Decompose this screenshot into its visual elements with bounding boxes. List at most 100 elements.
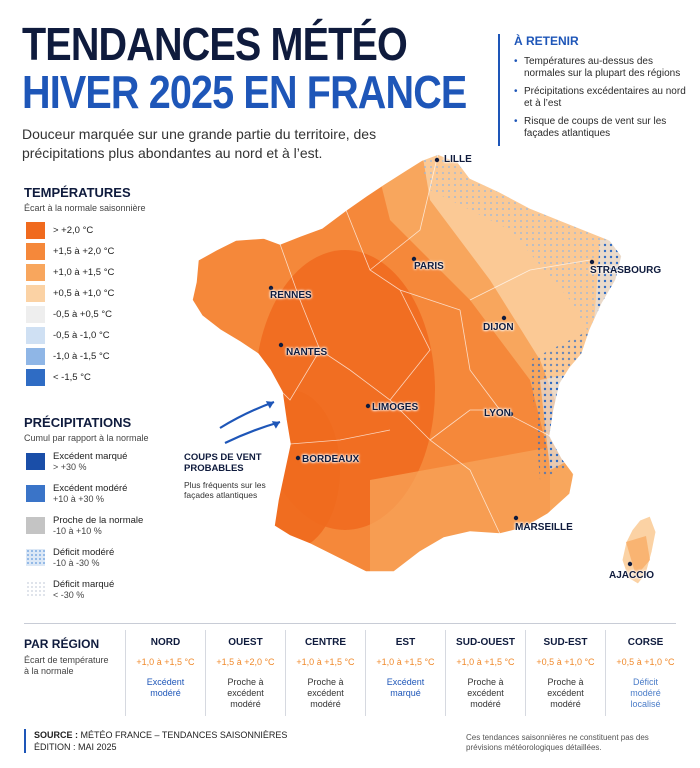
city-label-marseille: MARSEILLE — [515, 522, 573, 533]
legend-range: +10 à +30 % — [53, 494, 105, 504]
key-point-item: Risque de coups de vent sur les façades … — [514, 116, 688, 140]
city-dot-paris — [411, 256, 417, 262]
legend-label: > +2,0 °C — [53, 225, 94, 236]
mainland-france — [192, 154, 622, 572]
region-name: NORD — [150, 637, 181, 648]
section-divider — [24, 623, 676, 624]
legend-label: -0,5 à -1,0 °C — [53, 330, 110, 341]
city-label-nantes: NANTES — [286, 347, 328, 358]
key-point-item: Précipitations excédentaires au nord et … — [514, 86, 688, 110]
region-column-sud-est: SUD-EST +0,5 à +1,0 °C Proche à excédent m… — [525, 630, 605, 716]
legend-swatch — [26, 222, 45, 239]
legend-swatch — [26, 243, 45, 260]
region-precipitation: Déficit modéré localisé — [630, 677, 661, 709]
regions-subtitle: Écart de température à la normale — [24, 655, 109, 676]
city-label-ajaccio: AJACCIO — [609, 570, 655, 581]
city-label-limoges: LIMOGES — [372, 402, 419, 413]
region-name: CENTRE — [304, 637, 347, 648]
city-dot-strasbourg — [589, 259, 595, 265]
region-temperature: +1,0 à +1,5 °C — [136, 657, 195, 667]
region-precipitation: Proche à excédent modéré — [307, 677, 344, 709]
city-label-strasbourg: STRASBOURG — [590, 265, 662, 276]
city-dot-dijon — [501, 315, 507, 321]
legend-label: -0,5 à +0,5 °C — [53, 309, 112, 320]
temperature-legend-item: -0,5 à -1,0 °C — [26, 327, 110, 344]
region-name: SUD-OUEST — [456, 637, 515, 648]
page-subtitle: Douceur marquée sur une grande partie du… — [22, 126, 377, 161]
region-name: OUEST — [228, 637, 263, 648]
temperature-legend-item: -0,5 à +0,5 °C — [26, 306, 112, 323]
legend-swatch — [26, 517, 45, 534]
legend-swatch — [26, 264, 45, 281]
region-precipitation: Excédent modéré — [146, 677, 185, 698]
region-column-ouest: OUEST +1,5 à +2,0 °C Proche à excédent mod… — [205, 630, 285, 716]
city-dot-nantes — [278, 342, 284, 348]
region-temperature: +1,0 à +1,5 °C — [296, 657, 355, 667]
title-line-1: TENDANCES MÉTÉO — [22, 18, 408, 70]
regions-title: PAR RÉGION — [24, 637, 100, 651]
region-precipitation: Proche à excédent modéré — [227, 677, 264, 709]
disclaimer: Ces tendances saisonnières ne constituen… — [466, 733, 649, 752]
city-dot-lyon — [508, 411, 514, 417]
city-dot-bordeaux — [295, 455, 301, 461]
city-dot-marseille — [513, 515, 519, 521]
region-name: CORSE — [627, 637, 664, 648]
legend-range: < -30 % — [53, 590, 85, 600]
wind-annotation-subtitle: Plus fréquents sur les façades atlantiqu… — [184, 480, 266, 500]
legend-label: < -1,5 °C — [53, 372, 91, 383]
city-label-bordeaux: BORDEAUX — [302, 454, 360, 465]
legend-swatch — [26, 369, 45, 386]
legend-swatch — [26, 485, 45, 502]
precipitation-legend-item: Proche de la normale -10 à +10 % — [26, 515, 143, 537]
city-dot-rennes — [268, 285, 274, 291]
wind-arrows — [219, 400, 281, 444]
source-block: SOURCE : MÉTÉO FRANCE – TENDANCES SAISON… — [24, 729, 287, 753]
region-temperature: +1,0 à +1,5 °C — [456, 657, 515, 667]
legend-label: +1,5 à +2,0 °C — [53, 246, 115, 257]
source-text: MÉTÉO FRANCE – TENDANCES SAISONNIÈRES — [80, 730, 288, 740]
page-title: TENDANCES MÉTÉO HIVER 2025 EN FRANCE — [22, 18, 467, 116]
city-label-rennes: RENNES — [270, 290, 312, 301]
legend-label: Excédent modéré — [53, 483, 128, 494]
city-dot-limoges — [365, 403, 371, 409]
region-temperature: +1,0 à +1,5 °C — [376, 657, 435, 667]
legend-swatch — [26, 453, 45, 470]
temperature-legend-item: +1,0 à +1,5 °C — [26, 264, 114, 281]
region-column-corse: CORSE +0,5 à +1,0 °C Déficit modéré locali… — [605, 630, 685, 716]
region-name: SUD-EST — [543, 637, 588, 648]
precipitation-legend-item: Excédent modéré +10 à +30 % — [26, 483, 127, 505]
legend-range: -10 à -30 % — [53, 558, 100, 568]
legend-label: Déficit modéré — [53, 547, 115, 558]
legend-label: +1,0 à +1,5 °C — [53, 267, 115, 278]
wind-annotation-title: COUPS DE VENT PROBABLES — [184, 452, 262, 474]
edition-text: ÉDITION : MAI 2025 — [34, 742, 117, 752]
temperature-legend-subtitle: Écart à la normale saisonnière — [24, 203, 146, 213]
regions-table: NORD +1,0 à +1,5 °C Excédent modéré OUEST +1… — [125, 630, 685, 716]
legend-swatch — [26, 549, 45, 566]
precipitation-legend-item: Déficit marqué < -30 % — [26, 579, 114, 601]
region-column-nord: NORD +1,0 à +1,5 °C Excédent modéré — [125, 630, 205, 716]
key-points-title: À RETENIR — [514, 34, 579, 48]
region-temperature: +0,5 à +1,0 °C — [616, 657, 675, 667]
region-precipitation: Excédent marqué — [386, 677, 425, 698]
region-column-est: EST +1,0 à +1,5 °C Excédent marqué — [365, 630, 445, 716]
region-name: EST — [395, 637, 416, 648]
temperature-legend-title: TEMPÉRATURES — [24, 185, 131, 200]
legend-swatch — [26, 306, 45, 323]
city-label-dijon: DIJON — [483, 322, 514, 333]
city-label-lille: LILLE — [444, 154, 472, 165]
legend-swatch — [26, 285, 45, 302]
temperature-legend-item: < -1,5 °C — [26, 369, 91, 386]
city-markers — [268, 157, 633, 567]
legend-range: > +30 % — [53, 462, 87, 472]
temperature-legend-item: +1,5 à +2,0 °C — [26, 243, 114, 260]
legend-label: -1,0 à -1,5 °C — [53, 351, 110, 362]
key-points-box: À RETENIR Températures au-dessus des nor… — [498, 34, 688, 146]
precipitation-legend-title: PRÉCIPITATIONS — [24, 415, 132, 430]
france-map — [191, 153, 657, 585]
source-label: SOURCE : — [34, 730, 79, 740]
france-coastline — [191, 153, 623, 573]
key-point-item: Températures au-dessus des normales sur … — [514, 56, 688, 80]
precipitation-legend-item: Excédent marqué > +30 % — [26, 451, 127, 473]
region-column-sud-ouest: SUD-OUEST +1,0 à +1,5 °C Proche à excédent… — [445, 630, 525, 716]
